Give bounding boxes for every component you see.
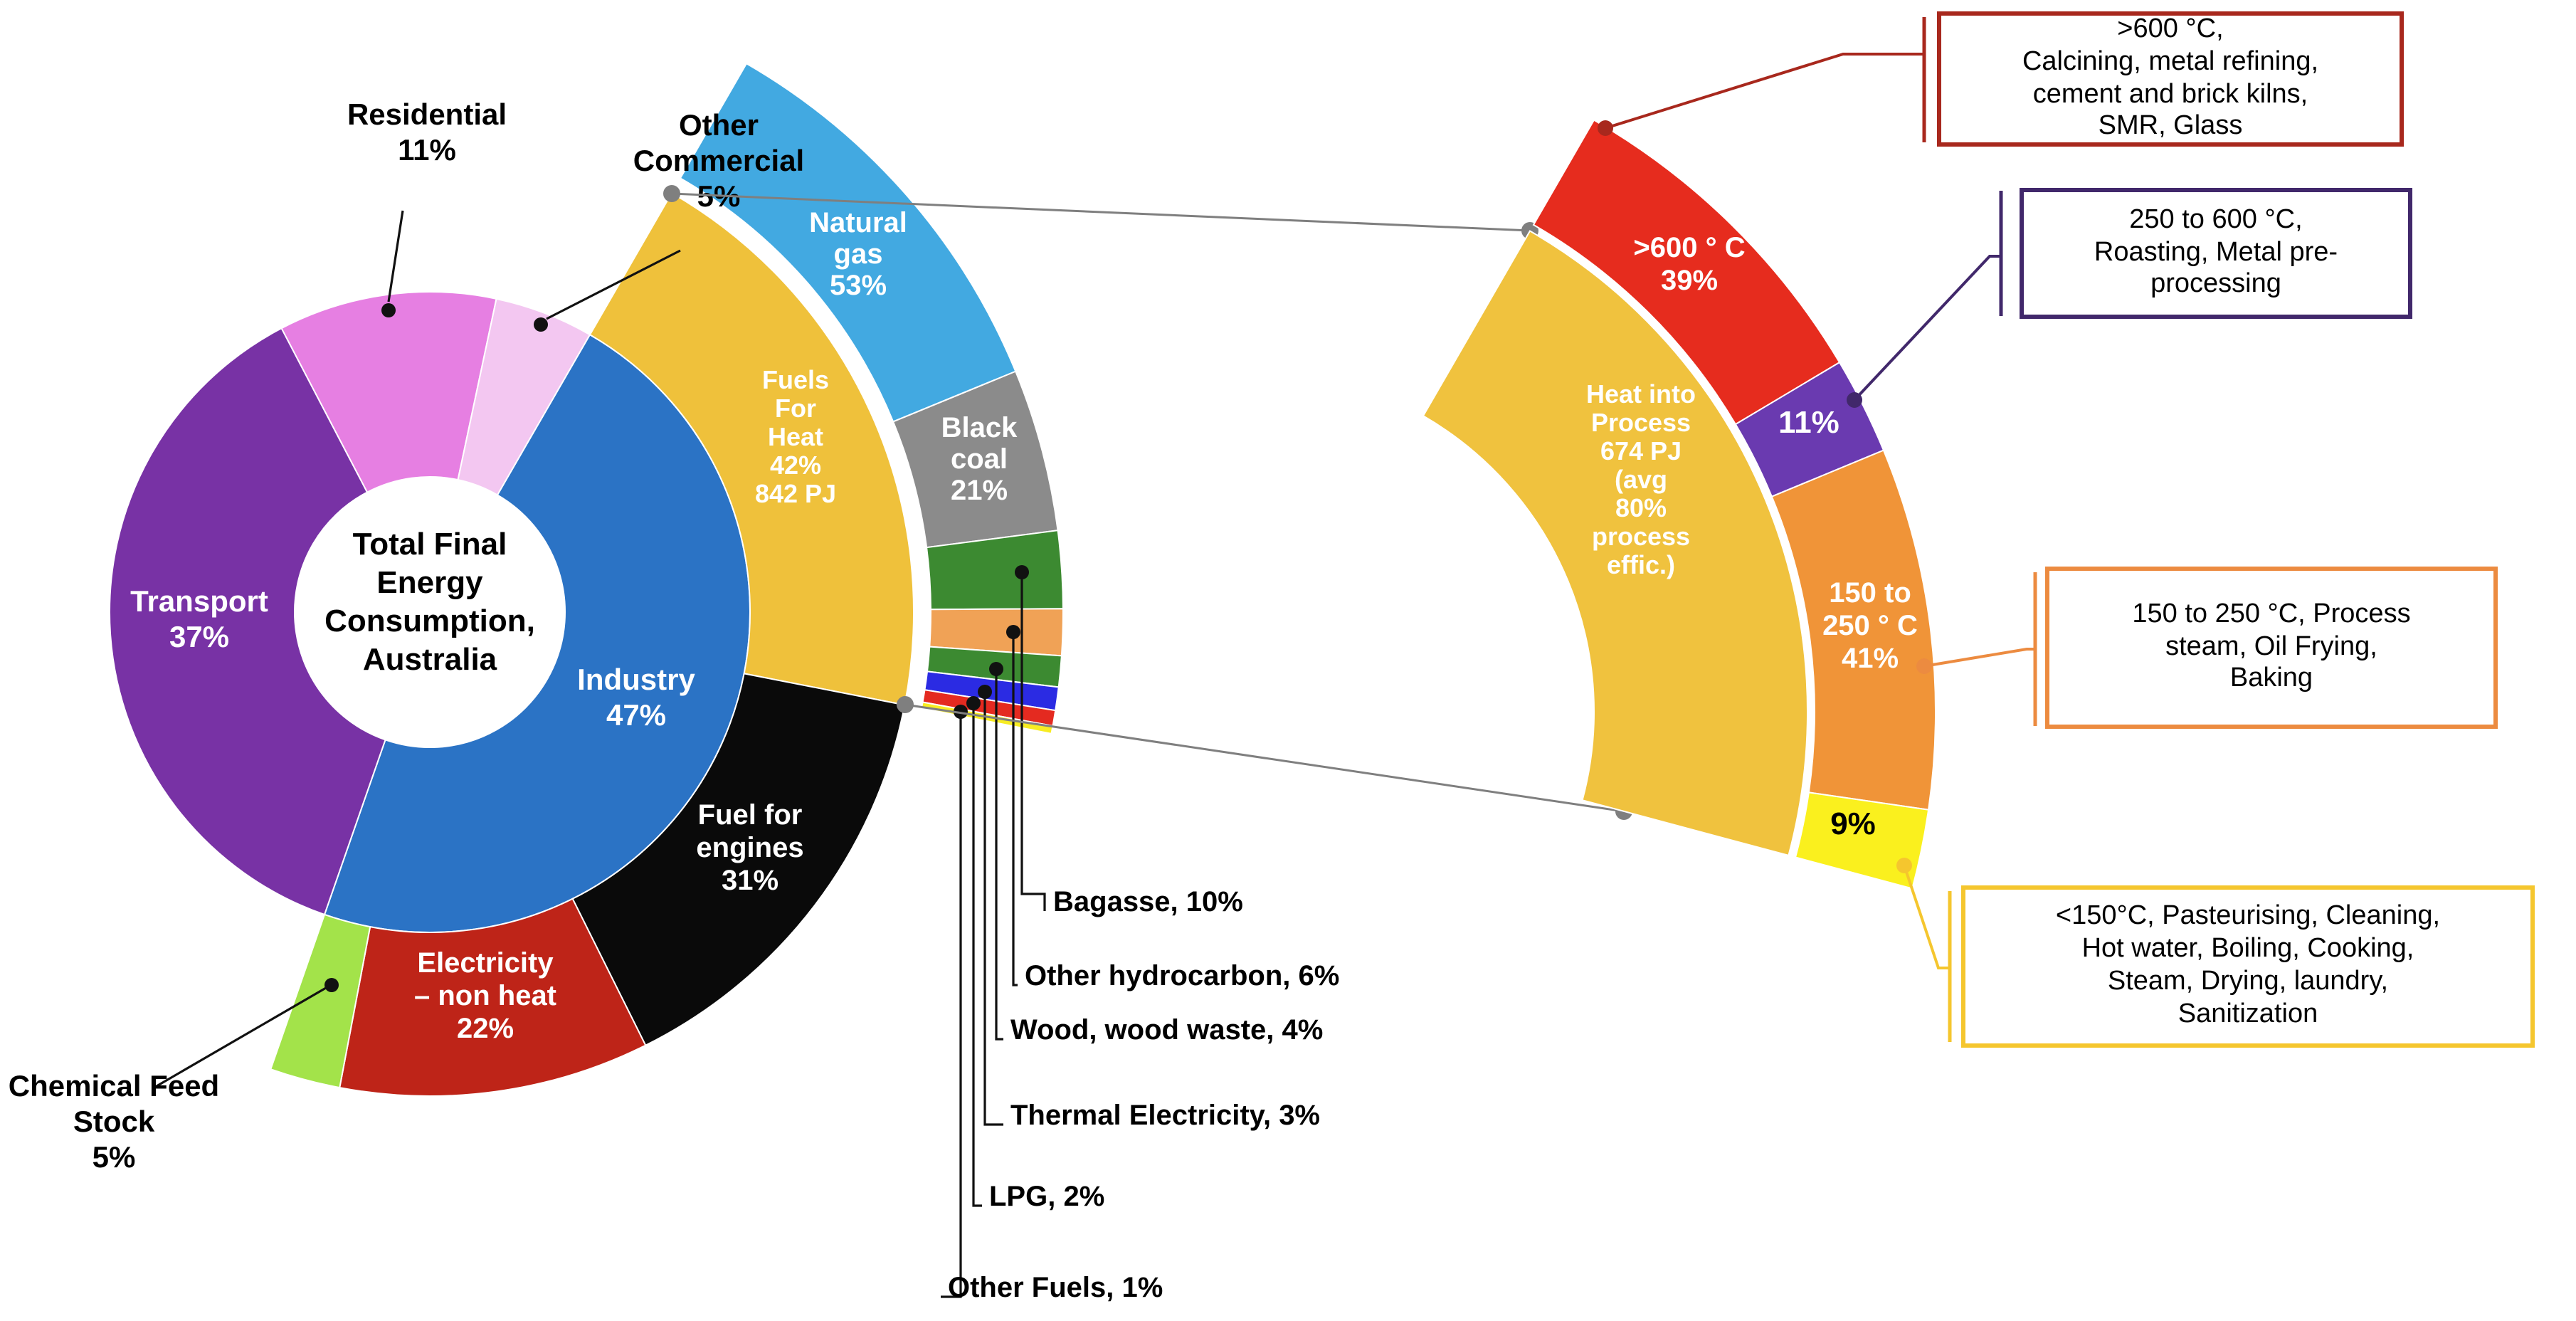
segment-label-natural-gas: Natural gas 53%: [809, 207, 907, 301]
callout-box-under-150c: <150°C, Pasteurising, Cleaning, Hot wate…: [1961, 885, 2535, 1048]
leader-line-wood-wood-waste: [995, 669, 1003, 1041]
segment-fuel-for-engines: [571, 673, 906, 1046]
leader-dot-other-hydrocarbon: [1006, 625, 1020, 639]
callout-box-150-250c: 150 to 250 °C, Process steam, Oil Frying…: [2045, 567, 2498, 729]
callout-box-over-600c: >600 °C, Calcining, metal refining, ceme…: [1937, 11, 2404, 147]
callout-connector-250-600c: [1853, 255, 2001, 401]
segment-label-industry: Industry 47%: [577, 663, 695, 732]
callout-connector-over-600c: [1605, 53, 1924, 130]
outside-label-thermal-electricity: Thermal Electricity, 3%: [1010, 1100, 1320, 1131]
leader-dot-thermal-electricity: [978, 685, 992, 699]
segment-label-black-coal: Black coal 21%: [941, 412, 1018, 506]
leader-line-bagasse: [1020, 572, 1046, 911]
leader-dot-other-fuels: [954, 705, 968, 719]
segment-chemical-feed-stock: [270, 913, 371, 1089]
segment-label-under-150c: 9%: [1830, 806, 1876, 841]
detail-link-dot-0-0: [663, 185, 680, 202]
leader-dot-bagasse: [1015, 565, 1029, 579]
leader-line-other-fuels: [941, 712, 962, 1298]
leader-dot-residential: [381, 303, 396, 317]
leader-dot-other-commercial: [534, 317, 548, 332]
leader-line-residential: [387, 210, 404, 302]
segment-label-over-600c: >600 ° C 39%: [1633, 232, 1745, 296]
callout-dot-over-600c: [1598, 120, 1613, 136]
callout-dot-250-600c: [1847, 392, 1862, 408]
outside-label-wood-wood-waste: Wood, wood waste, 4%: [1010, 1014, 1323, 1046]
leader-line-chemical-feed-stock: [156, 986, 327, 1088]
segment-label-250-600c: 11%: [1778, 405, 1839, 440]
outside-label-bagasse: Bagasse, 10%: [1053, 886, 1243, 917]
outside-label-lpg: LPG, 2%: [989, 1181, 1104, 1212]
chart-title: Total Final Energy Consumption, Australia: [324, 527, 535, 677]
callout-connector-150-250c: [1923, 648, 2035, 668]
leader-dot-wood-wood-waste: [989, 662, 1003, 676]
band-heat-into-process: [1422, 230, 1808, 857]
leader-line-other-hydrocarbon: [1012, 632, 1018, 986]
outside-label-other-commercial: Other Commercial 5%: [633, 108, 804, 213]
leader-line-lpg: [972, 703, 982, 1207]
detail-link-line-0: [671, 192, 1531, 232]
segment-under-150c: [1794, 791, 1930, 890]
callout-dot-under-150c: [1896, 858, 1912, 873]
outside-label-other-fuels: Other Fuels, 1%: [948, 1272, 1163, 1303]
segment-label-electricity-non-heat: Electricity – non heat 22%: [414, 947, 556, 1044]
outside-label-chemical-feed-stock: Chemical Feed Stock 5%: [9, 1069, 219, 1174]
segment-fuels-for-heat: [588, 191, 914, 706]
outside-label-residential: Residential 11%: [347, 98, 507, 167]
detail-link-line-1: [904, 703, 1625, 813]
segment-label-fuels-for-heat: Fuels For Heat 42% 842 PJ: [755, 365, 836, 508]
callout-connector-under-150c: [1903, 865, 1950, 969]
leader-dot-lpg: [966, 696, 981, 710]
segment-label-fuel-for-engines: Fuel for engines 31%: [696, 799, 803, 896]
segment-label-150-250c: 150 to 250 ° C 41%: [1822, 577, 1918, 674]
segment-transport: [109, 327, 386, 916]
segment-residential: [280, 291, 497, 493]
band-label-heat-into-process: Heat into Process 674 PJ (avg 80% process effi…: [1586, 379, 1696, 579]
callout-box-250-600c: 250 to 600 °C, Roasting, Metal pre- proc…: [2020, 188, 2412, 319]
outside-label-other-hydrocarbon: Other hydrocarbon, 6%: [1025, 960, 1339, 991]
leader-line-thermal-electricity: [983, 692, 1003, 1126]
callout-dot-150-250c: [1916, 658, 1932, 674]
leader-dot-chemical-feed-stock: [324, 978, 339, 992]
leader-line-other-commercial: [546, 249, 681, 320]
segment-label-transport: Transport 37%: [130, 584, 268, 653]
detail-link-dot-1-0: [897, 696, 914, 713]
